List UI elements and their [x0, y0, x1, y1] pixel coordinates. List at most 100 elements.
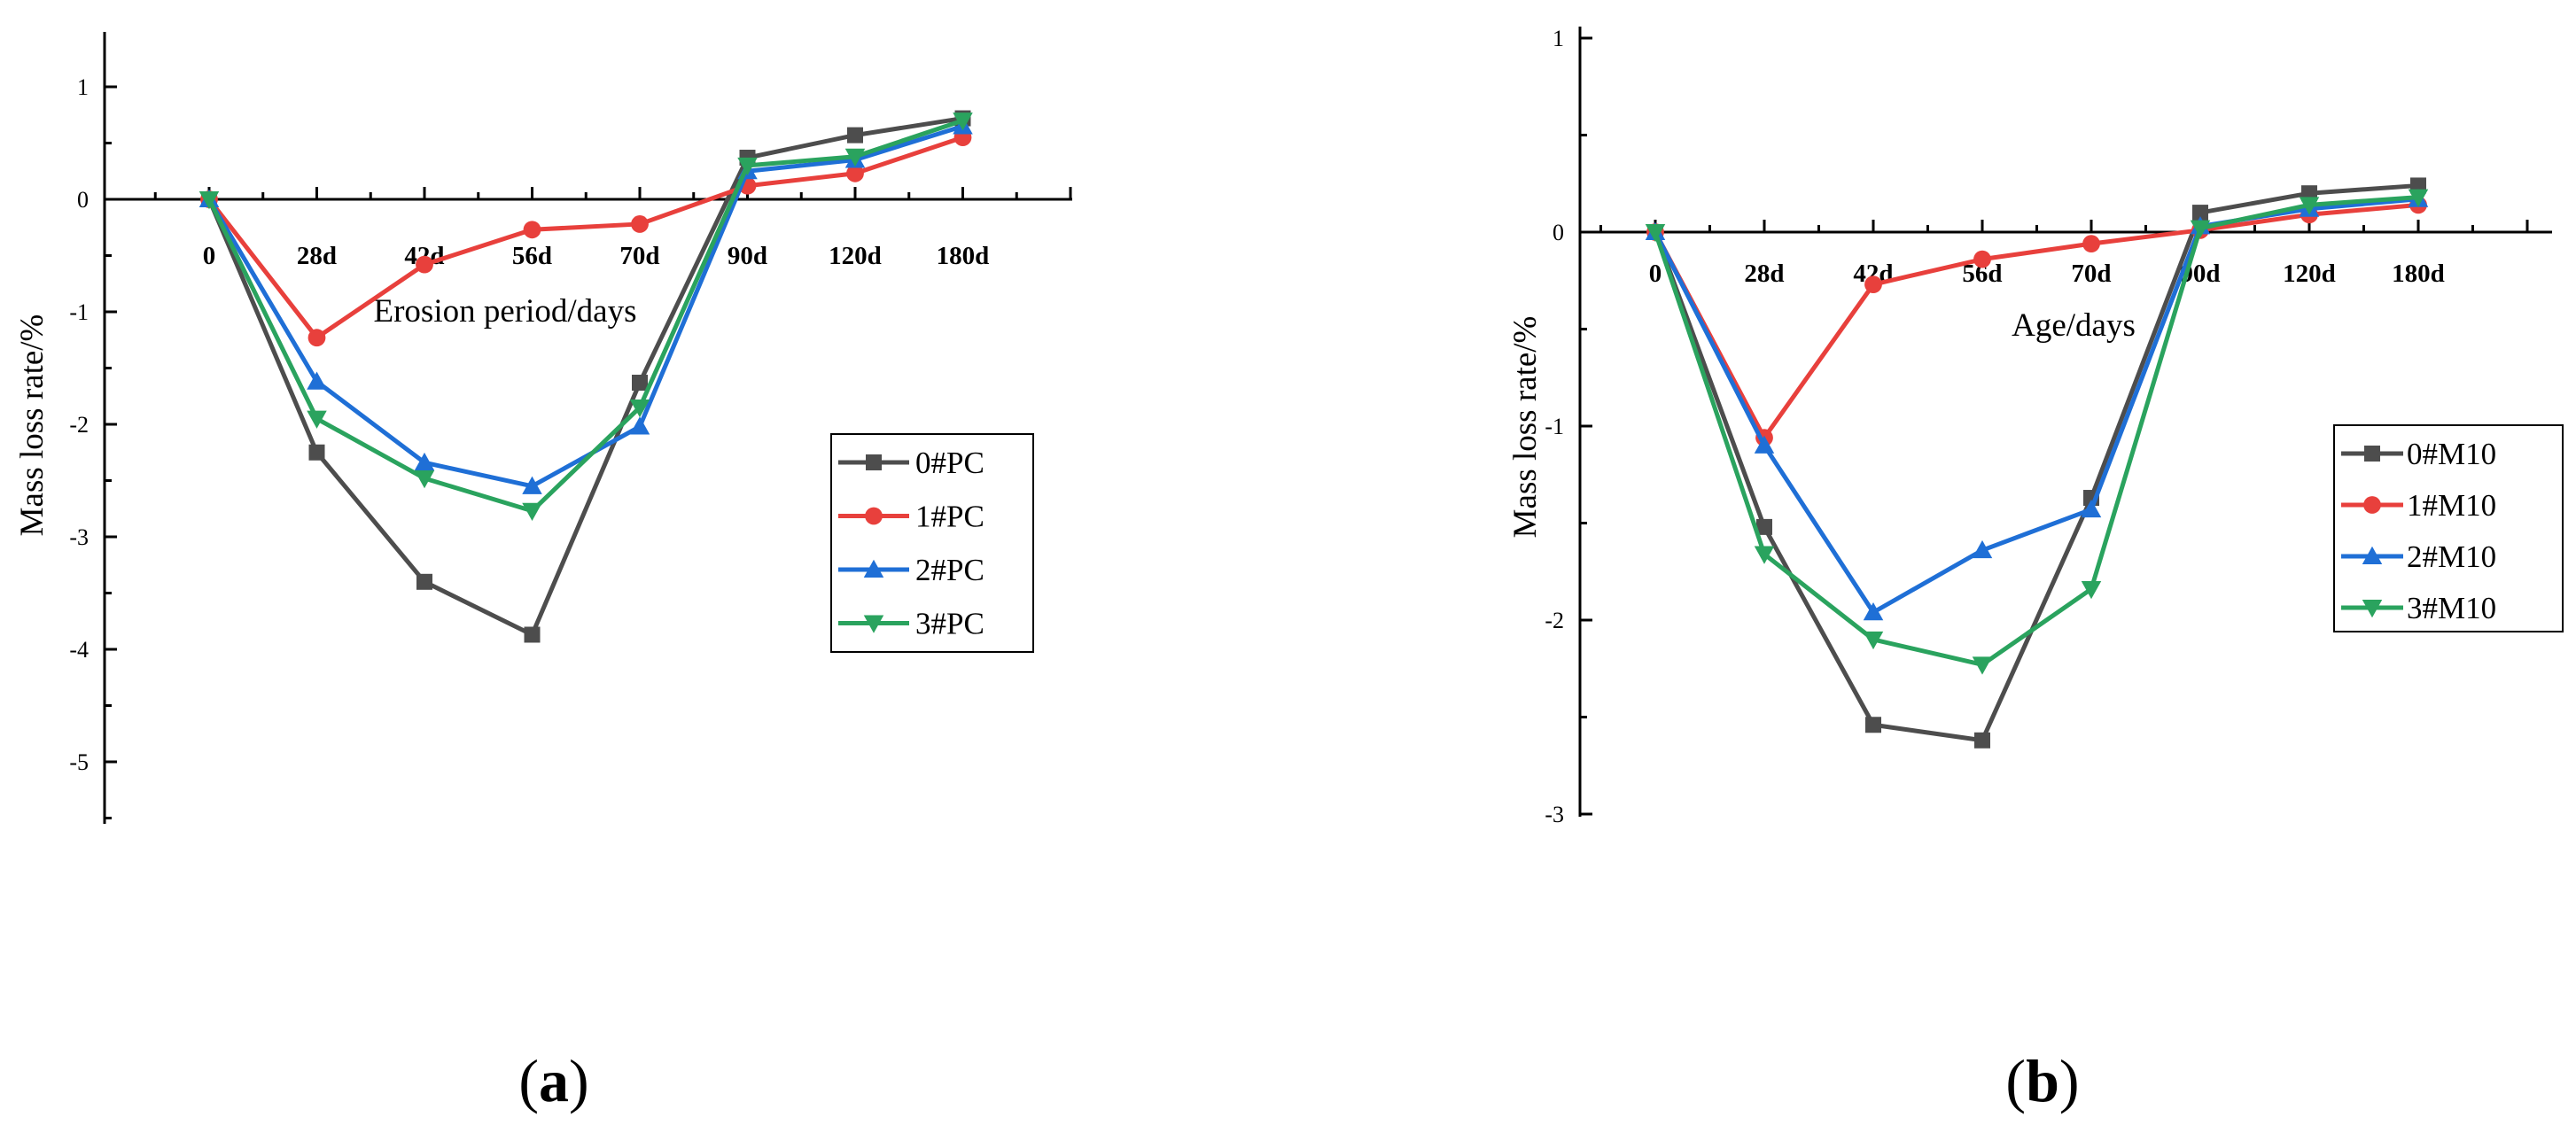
x-tick-label: 90d [728, 242, 767, 270]
marker-triangle-down [198, 191, 220, 210]
legend-label: 0#M10 [2407, 437, 2496, 471]
series-3#PC [198, 112, 973, 522]
y-tick-label: -3 [69, 524, 89, 550]
marker-triangle-up [1754, 435, 1775, 454]
series-line [1653, 197, 2419, 615]
y-tick-label: 0 [77, 187, 89, 213]
series-line [206, 118, 964, 514]
marker-triangle-up [1972, 539, 1993, 559]
marker-circle [1973, 250, 1991, 268]
marker-circle [1864, 275, 1882, 294]
series-line [207, 135, 964, 340]
y-tick-label: 1 [77, 74, 89, 100]
series-line [1653, 195, 2419, 667]
marker-circle [2363, 496, 2381, 514]
legend-label: 0#PC [915, 446, 984, 480]
marker-square [416, 573, 432, 590]
legend-label: 3#PC [915, 607, 984, 641]
legend-label: 1#PC [915, 500, 984, 534]
legend-label: 2#M10 [2407, 539, 2496, 574]
panel-label-b: (b) [2005, 1047, 2079, 1114]
marker-triangle-down [2362, 600, 2383, 618]
series-line [1653, 202, 2419, 440]
legend: 0#PC 1#PC 2#PC 3#PC [830, 433, 1034, 653]
marker-square [2192, 205, 2208, 221]
marker-square [632, 375, 648, 392]
marker-triangle-up [2362, 546, 2383, 564]
y-axis-title: Mass loss rate/% [1507, 316, 1544, 539]
marker-triangle-down [307, 410, 327, 429]
x-axis-title: Age/days [2012, 307, 2136, 344]
marker-square [1756, 518, 1772, 535]
marker-square [308, 444, 325, 461]
marker-circle [846, 164, 864, 182]
marker-triangle-down [737, 157, 758, 176]
x-tick-label: 56d [512, 242, 552, 270]
marker-triangle-up [863, 559, 884, 578]
marker-square [2364, 446, 2380, 462]
marker-triangle-down [629, 399, 650, 418]
marker-triangle-up [2081, 499, 2102, 518]
x-tick-label: 180d [2392, 260, 2445, 288]
y-tick-label: -1 [69, 299, 89, 325]
y-tick-label: -2 [69, 412, 89, 438]
x-tick-label: 28d [1744, 260, 1784, 288]
x-tick-label: 120d [2283, 260, 2336, 288]
chart-panel-b: 10-1-2-30 28d 42d 56d 70d 90d 120d 180dAge/days… [1507, 26, 2564, 827]
marker-triangle-down [863, 615, 884, 633]
x-axis-title: Erosion period/days [374, 293, 637, 330]
x-tick-label: 70d [2071, 260, 2111, 288]
y-tick-label: -5 [69, 749, 89, 775]
marker-square [1974, 732, 1990, 749]
marker-circle [865, 507, 883, 525]
y-tick-label: 1 [1553, 26, 1564, 51]
marker-triangle-down [1863, 631, 1884, 650]
marker-triangle-down [414, 469, 435, 489]
marker-triangle-down [1754, 546, 1775, 564]
y-tick-label: -3 [1545, 802, 1564, 827]
marker-square [866, 454, 882, 470]
legend-label: 3#M10 [2407, 591, 2496, 625]
marker-triangle-up [1863, 601, 1884, 621]
series-3#M10 [1645, 189, 2429, 675]
legend-label: 1#M10 [2407, 488, 2496, 523]
legend: 0#M10 1#M10 2#M10 3#M10 [2333, 424, 2564, 632]
marker-triangle-down [522, 502, 542, 522]
marker-triangle-up [629, 416, 650, 435]
series-line [1653, 182, 2419, 743]
panel-label-a: (a) [518, 1047, 588, 1114]
x-tick-label: 28d [297, 242, 337, 270]
x-tick-label: 120d [829, 242, 882, 270]
y-axis-title: Mass loss rate/% [14, 314, 51, 537]
x-tick-label: 0 [1649, 260, 1662, 288]
marker-square [847, 127, 863, 144]
marker-circle [631, 215, 649, 233]
y-tick-label: -1 [1545, 414, 1564, 439]
marker-triangle-down [953, 112, 973, 131]
y-tick-label: 0 [1553, 220, 1564, 245]
marker-triangle-up [307, 371, 327, 390]
marker-triangle-down [2190, 220, 2211, 238]
marker-triangle-down [2081, 580, 2102, 600]
marker-circle [416, 255, 433, 274]
marker-circle [307, 329, 326, 347]
x-tick-label: 70d [619, 242, 659, 270]
marker-square [1865, 717, 1881, 733]
marker-triangle-up [414, 452, 435, 471]
series-line [206, 116, 963, 637]
marker-triangle-down [1972, 656, 1993, 675]
marker-triangle-down [844, 148, 866, 167]
y-tick-label: -4 [69, 637, 89, 663]
marker-circle [2082, 235, 2100, 253]
marker-triangle-up [522, 476, 542, 494]
x-tick-label: 0 [203, 242, 216, 270]
legend-label: 2#PC [915, 553, 984, 587]
marker-triangle-down [2299, 197, 2320, 215]
y-tick-label: -2 [1545, 608, 1564, 633]
marker-triangle-down [2408, 189, 2429, 207]
marker-square [524, 626, 541, 643]
marker-circle [523, 221, 541, 239]
series-2#M10 [1645, 189, 2429, 621]
marker-triangle-down [1645, 224, 1666, 243]
